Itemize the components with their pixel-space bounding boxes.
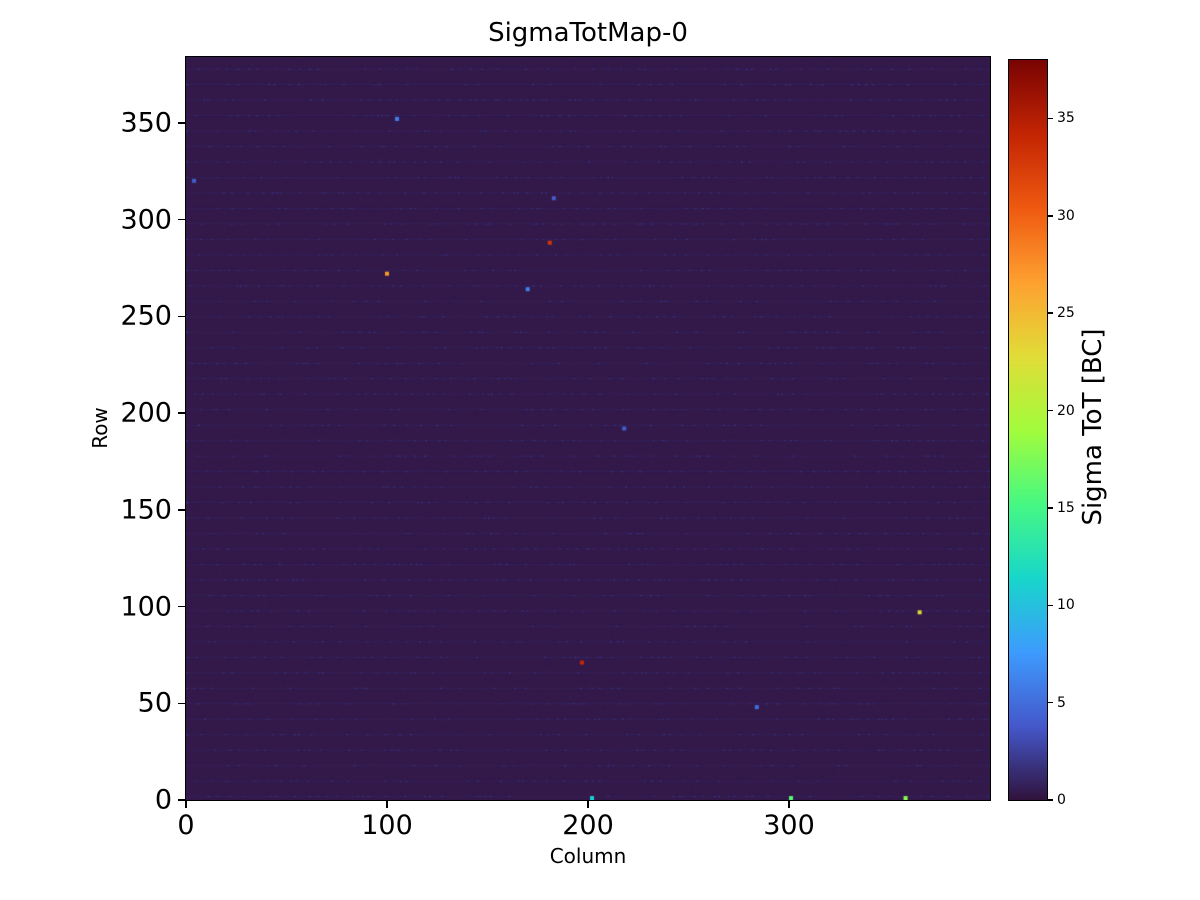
colorbar-tick-label: 0 [1057, 792, 1066, 808]
colorbar-tick-label: 15 [1057, 499, 1075, 516]
y-tick-mark [178, 315, 185, 318]
colorbar-tick-mark [1048, 507, 1053, 509]
y-tick-label: 50 [137, 687, 172, 719]
x-tick-mark [185, 801, 187, 808]
x-axis-label: Column [549, 844, 627, 868]
x-tick-mark [386, 801, 388, 808]
x-tick-label: 200 [562, 810, 614, 841]
colorbar-tick-mark [1048, 117, 1053, 120]
y-tick-mark [178, 702, 185, 704]
y-tick-mark [178, 122, 185, 124]
y-tick-mark [178, 799, 185, 801]
x-tick-label: 300 [763, 810, 815, 841]
colorbar-tick-mark [1048, 604, 1053, 606]
colorbar-tick-label: 30 [1057, 207, 1075, 224]
x-tick-mark [587, 801, 589, 808]
colorbar-tick-mark [1048, 215, 1053, 217]
y-tick-label: 350 [120, 107, 172, 139]
y-tick-mark [178, 509, 185, 511]
y-tick-label: 100 [120, 591, 172, 622]
colorbar-tick-label: 25 [1057, 305, 1075, 322]
colorbar-tick-label: 35 [1057, 110, 1075, 127]
colorbar-tick-mark [1048, 409, 1053, 412]
colorbar-label: Sigma ToT [BC] [1078, 328, 1108, 526]
x-tick-label: 0 [177, 810, 195, 841]
y-tick-label: 200 [120, 397, 172, 429]
y-tick-mark [178, 605, 185, 608]
y-tick-label: 150 [120, 494, 172, 526]
heatmap-canvas [185, 56, 991, 801]
colorbar-canvas [1008, 59, 1048, 801]
colorbar-tick-mark [1048, 312, 1053, 314]
y-tick-label: 300 [120, 204, 172, 236]
colorbar-tick-label: 10 [1057, 597, 1075, 614]
colorbar-tick-label: 20 [1057, 402, 1075, 419]
colorbar-tick-mark [1048, 701, 1053, 704]
colorbar-tick-mark [1048, 799, 1053, 801]
y-tick-mark [178, 218, 185, 221]
y-tick-mark [178, 412, 185, 414]
colorbar-tick-label: 5 [1057, 694, 1066, 711]
x-tick-label: 100 [361, 810, 413, 841]
y-tick-label: 0 [154, 784, 172, 816]
x-tick-mark [788, 801, 790, 808]
y-tick-label: 250 [120, 300, 172, 332]
chart-title: SigmaTotMap-0 [488, 18, 688, 48]
